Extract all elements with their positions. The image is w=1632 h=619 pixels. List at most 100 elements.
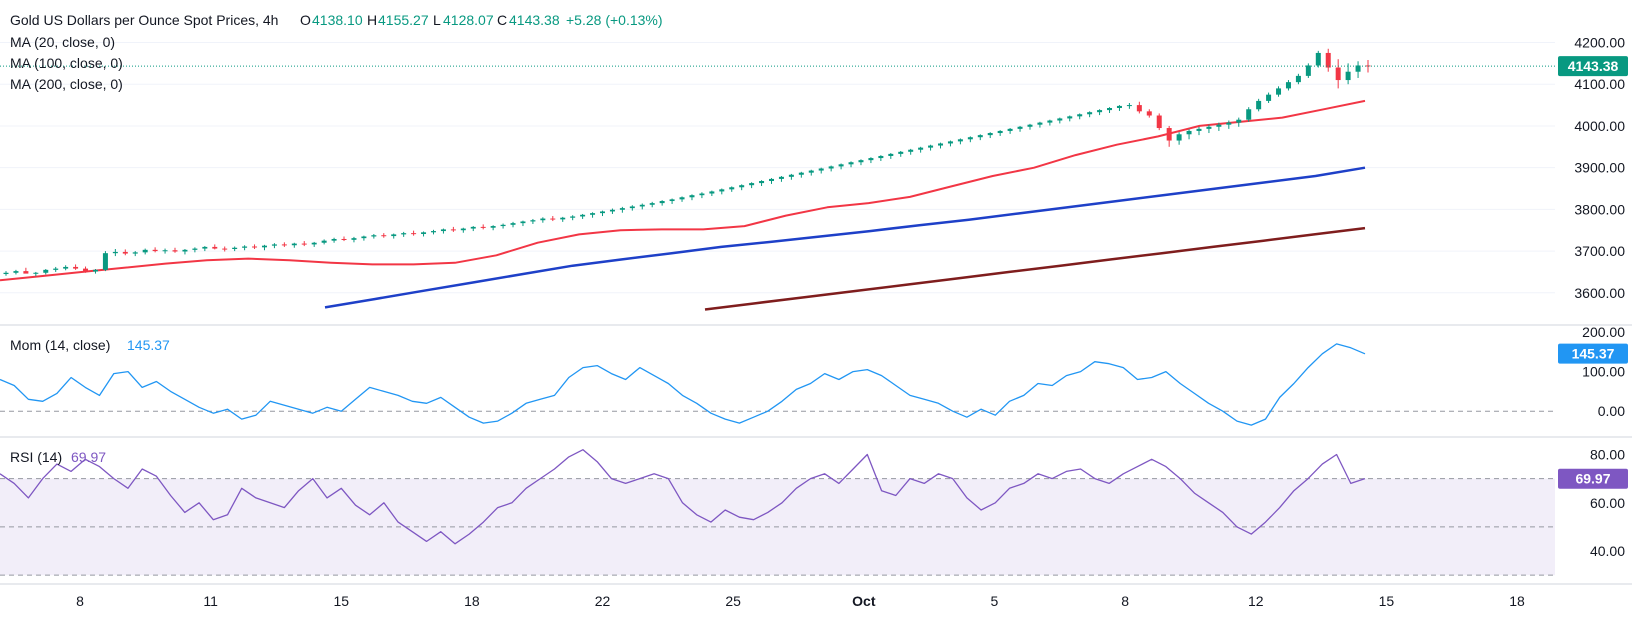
candle-body	[1136, 105, 1142, 112]
price-y-axis: 4200.00 4100.00 4000.00 3900.00 3800.00 3700.…	[1574, 35, 1625, 301]
candle-body	[778, 176, 784, 179]
candle-body	[679, 197, 685, 200]
candle-body	[162, 250, 168, 252]
candle-body	[1305, 65, 1311, 76]
ma200-polyline	[704, 226, 1366, 311]
candle-body	[828, 166, 834, 169]
price-pane: 4200.00 4100.00 4000.00 3900.00 3800.00 3700.…	[0, 35, 1628, 311]
time-tick-label: 11	[203, 593, 218, 609]
momentum-tick-label: 200.00	[1582, 324, 1625, 340]
ma100-line	[324, 166, 1366, 309]
candle-body	[460, 228, 466, 231]
candle-body	[1216, 124, 1222, 127]
candle-body	[639, 204, 645, 207]
candle-body	[838, 164, 844, 167]
candle-body	[321, 240, 327, 243]
candle-body	[252, 246, 258, 248]
candle-body	[142, 249, 148, 253]
momentum-line	[0, 343, 1366, 426]
candle-body	[1315, 52, 1321, 66]
candle-body	[311, 242, 317, 245]
candle-body	[798, 172, 804, 175]
candle-body	[102, 253, 108, 270]
candle-body	[609, 209, 615, 212]
candle-body	[818, 168, 824, 171]
candle-body	[112, 251, 118, 254]
candle-body	[749, 183, 755, 186]
candle-body	[192, 248, 198, 250]
candle-body	[1285, 82, 1291, 89]
candle-body	[1256, 100, 1262, 110]
rsi-pane: 80.00 60.00 40.00 69.97 RSI (14) 69.97	[0, 446, 1628, 576]
candle-body	[1047, 120, 1053, 123]
time-tick-label: Oct	[852, 593, 876, 609]
candle-body	[63, 266, 69, 269]
price-tick-label: 3600.00	[1574, 285, 1625, 301]
time-tick-label: 22	[595, 593, 611, 609]
candle-body	[878, 155, 884, 159]
candle-body	[689, 195, 695, 198]
candle-body	[1097, 110, 1103, 113]
momentum-polyline	[0, 343, 1366, 426]
candle-body	[291, 243, 297, 246]
price-tick-label: 4200.00	[1574, 35, 1625, 51]
rsi-last-text: 69.97	[1575, 471, 1610, 487]
candle-body	[967, 137, 973, 140]
momentum-last-marker: 145.37	[1558, 343, 1628, 364]
candle-body	[1335, 67, 1341, 81]
candle-body	[53, 268, 59, 270]
candle-body	[411, 233, 417, 235]
time-tick-label: 25	[725, 593, 741, 609]
candle-body	[888, 153, 894, 156]
last-price-text: 4143.38	[1568, 58, 1619, 74]
candle-body	[232, 247, 238, 249]
candle-body	[430, 231, 436, 233]
candle-body	[122, 251, 128, 254]
candle-body	[649, 203, 655, 205]
rsi-last-badge	[1558, 468, 1628, 489]
candle-body	[808, 170, 814, 173]
candle-body	[619, 208, 625, 210]
candle-body	[530, 220, 536, 222]
price-tick-label: 4000.00	[1574, 118, 1625, 134]
ohlc-high-value: 4155.27	[378, 12, 429, 28]
rsi-legend: RSI (14)	[10, 449, 62, 465]
time-axis[interactable]: 8 11 15 18 22 25 Oct 5 8 12 15 18	[76, 593, 1525, 609]
candle-body	[1276, 88, 1282, 95]
candle-body	[1266, 94, 1272, 101]
momentum-y-axis: 200.00 100.00 0.00	[1582, 324, 1625, 419]
time-tick-label: 8	[1121, 593, 1129, 609]
candle-body	[1206, 126, 1212, 129]
candle-body	[23, 271, 29, 274]
ohlc-close-value: 4143.38	[509, 12, 560, 28]
candle-body	[351, 238, 357, 240]
candle-body	[1196, 128, 1202, 131]
candle-body	[152, 249, 158, 252]
momentum-tick-label: 0.00	[1598, 403, 1625, 419]
candle-body	[1355, 65, 1361, 72]
candle-body	[172, 250, 178, 252]
candle-body	[1236, 119, 1242, 123]
candle-body	[1007, 128, 1013, 131]
last-price-badge	[1558, 56, 1628, 77]
candle-body	[132, 252, 138, 254]
candle-body	[1017, 126, 1023, 129]
candle-body	[202, 246, 208, 249]
candle-body	[361, 236, 367, 239]
rsi-line	[0, 449, 1366, 545]
rsi-tick-label: 40.00	[1590, 543, 1625, 559]
rsi-tick-label: 80.00	[1590, 446, 1625, 462]
candle-body	[590, 213, 596, 215]
momentum-legend-value: 145.37	[127, 337, 170, 353]
time-tick-label: 15	[1379, 593, 1395, 609]
candle-body	[1057, 118, 1063, 121]
candle-body	[560, 217, 566, 220]
rsi-band	[0, 478, 1555, 576]
candle-body	[401, 233, 407, 235]
candle-body	[1107, 108, 1113, 111]
price-tick-label: 3800.00	[1574, 201, 1625, 217]
symbol-title: Gold US Dollars per Ounce Spot Prices, 4…	[10, 12, 278, 28]
time-tick-label: 8	[76, 593, 84, 609]
